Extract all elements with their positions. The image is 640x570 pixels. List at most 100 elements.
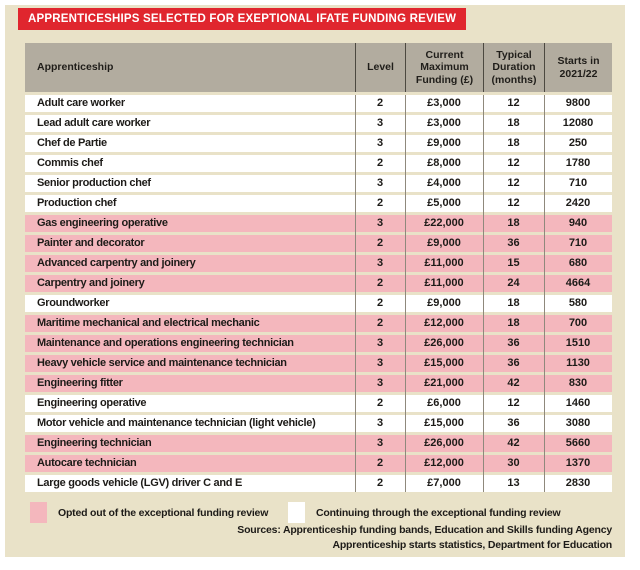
table-body: Adult care worker 2 £3,000 12 9800 Lead adult…: [25, 95, 612, 492]
cell-level: 2: [376, 97, 384, 109]
page-title: APPRENTICESHIPS SELECTED FOR EXEPTIONAL …: [28, 13, 457, 25]
cell-name: Production chef: [37, 197, 117, 209]
cell-level: 3: [376, 357, 384, 369]
cell-name: Large goods vehicle (LGV) driver C and E: [37, 477, 242, 489]
cell-name: Carpentry and joinery: [37, 277, 145, 289]
cell-funding: £4,000: [427, 177, 461, 189]
cell-level: 3: [376, 437, 384, 449]
cell-funding: £26,000: [424, 437, 464, 449]
cell-starts: 1510: [565, 337, 591, 349]
opted-out-swatch-icon: [30, 502, 47, 523]
cell-starts: 3080: [565, 417, 591, 429]
cell-duration: 12: [507, 197, 520, 209]
table-row: Maintenance and operations engineering t…: [25, 335, 612, 352]
cell-starts: 9800: [565, 97, 591, 109]
cell-duration: 12: [507, 157, 520, 169]
cell-name: Maritime mechanical and electrical mecha…: [37, 317, 260, 329]
cell-starts: 1370: [565, 457, 591, 469]
legend-label-opted-out: Opted out of the exceptional funding rev…: [58, 506, 269, 519]
cell-starts: 2420: [565, 197, 591, 209]
table-row: Senior production chef 3 £4,000 12 710: [25, 175, 612, 192]
cell-duration: 18: [507, 117, 520, 129]
cell-funding: £11,000: [424, 257, 464, 269]
cell-duration: 18: [507, 317, 520, 329]
table-row: Motor vehicle and maintenance technician…: [25, 415, 612, 432]
cell-starts: 710: [568, 177, 588, 189]
cell-duration: 36: [507, 337, 520, 349]
table-row: Adult care worker 2 £3,000 12 9800: [25, 95, 612, 112]
cell-starts: 2830: [565, 477, 591, 489]
cell-level: 3: [376, 117, 384, 129]
cell-starts: 5660: [565, 437, 591, 449]
continuing-swatch-icon: [288, 502, 305, 523]
legend-item-opted-out: Opted out of the exceptional funding rev…: [30, 502, 268, 523]
cell-level: 2: [376, 277, 384, 289]
cell-duration: 15: [507, 257, 520, 269]
cell-duration: 12: [507, 397, 520, 409]
cell-name: Painter and decorator: [37, 237, 145, 249]
source-line-1: Sources: Apprenticeship funding bands, E…: [237, 524, 612, 536]
table-row: Advanced carpentry and joinery 3 £11,000 15…: [25, 255, 612, 272]
cell-name: Engineering technician: [37, 437, 152, 449]
cell-duration: 18: [507, 297, 520, 309]
cell-name: Gas engineering operative: [37, 217, 168, 229]
cell-starts: 1460: [565, 397, 591, 409]
cell-name: Maintenance and operations engineering t…: [37, 337, 294, 349]
cell-duration: 36: [507, 417, 520, 429]
cell-funding: £5,000: [427, 197, 461, 209]
legend-label-continuing: Continuing through the exceptional fundi…: [316, 506, 561, 519]
cell-level: 2: [376, 397, 384, 409]
cell-starts: 710: [568, 237, 588, 249]
table-row: Heavy vehicle service and maintenance te…: [25, 355, 612, 372]
source-line-2: Apprenticeship starts statistics, Depart…: [332, 539, 612, 551]
cell-funding: £15,000: [424, 357, 464, 369]
title-banner: APPRENTICESHIPS SELECTED FOR EXEPTIONAL …: [18, 8, 467, 30]
cell-duration: 18: [507, 217, 520, 229]
cell-funding: £3,000: [427, 117, 461, 129]
header-apprenticeship: Apprenticeship: [37, 61, 114, 74]
cell-starts: 1780: [565, 157, 591, 169]
table-row: Engineering technician 3 £26,000 42 5660: [25, 435, 612, 452]
cell-funding: £12,000: [424, 457, 464, 469]
cell-name: Autocare technician: [37, 457, 137, 469]
cell-funding: £26,000: [424, 337, 464, 349]
cell-funding: £9,000: [427, 297, 461, 309]
table-row: Engineering operative 2 £6,000 12 1460: [25, 395, 612, 412]
table-header-row: Apprenticeship Level Current Maximum Fun…: [25, 43, 612, 92]
apprenticeship-table: Apprenticeship Level Current Maximum Fun…: [25, 43, 612, 495]
table-row: Large goods vehicle (LGV) driver C and E…: [25, 475, 612, 492]
cell-funding: £22,000: [424, 217, 464, 229]
cell-name: Motor vehicle and maintenance technician…: [37, 417, 316, 429]
cell-name: Lead adult care worker: [37, 117, 151, 129]
header-current-maximum-funding: Current Maximum Funding (£): [405, 43, 483, 92]
cell-level: 3: [376, 137, 384, 149]
cell-name: Chef de Partie: [37, 137, 107, 149]
cell-level: 3: [376, 217, 384, 229]
table-row: Lead adult care worker 3 £3,000 18 12080: [25, 115, 612, 132]
cell-name: Commis chef: [37, 157, 103, 169]
cell-starts: 940: [568, 217, 588, 229]
cell-level: 2: [376, 477, 384, 489]
cell-duration: 18: [507, 137, 520, 149]
cell-starts: 700: [568, 317, 588, 329]
table-row: Engineering fitter 3 £21,000 42 830: [25, 375, 612, 392]
table-row: Painter and decorator 2 £9,000 36 710: [25, 235, 612, 252]
cell-funding: £7,000: [427, 477, 461, 489]
cell-level: 2: [376, 297, 384, 309]
cell-name: Senior production chef: [37, 177, 151, 189]
cell-duration: 42: [507, 437, 520, 449]
cell-starts: 580: [568, 297, 588, 309]
cell-duration: 42: [507, 377, 520, 389]
table-row: Groundworker 2 £9,000 18 580: [25, 295, 612, 312]
cell-starts: 4664: [565, 277, 591, 289]
cell-funding: £8,000: [427, 157, 461, 169]
cell-funding: £21,000: [424, 377, 464, 389]
cell-name: Heavy vehicle service and maintenance te…: [37, 357, 287, 369]
header-level: Level: [355, 43, 405, 92]
cell-funding: £15,000: [424, 417, 464, 429]
cell-level: 2: [376, 457, 384, 469]
cell-name: Advanced carpentry and joinery: [37, 257, 196, 269]
cell-starts: 830: [568, 377, 588, 389]
cell-starts: 1130: [566, 357, 590, 369]
